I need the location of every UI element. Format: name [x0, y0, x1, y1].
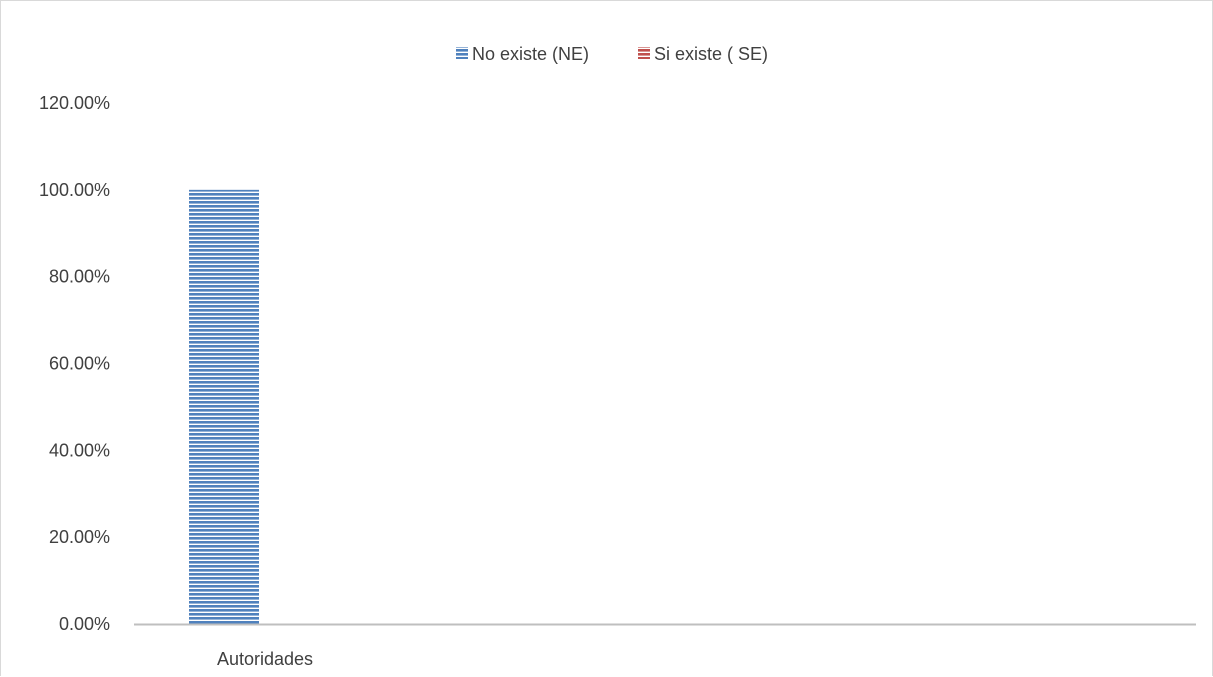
- y-tick-label: 60.00%: [49, 354, 110, 374]
- y-tick-label: 120.00%: [39, 93, 110, 113]
- bars: [189, 189, 259, 625]
- legend-swatch: [456, 47, 468, 59]
- bar-no-existe-ne--0: [189, 189, 259, 625]
- legend-label: Si existe ( SE): [654, 44, 768, 64]
- x-axis: Autoridades: [134, 623, 1196, 669]
- y-tick-label: 80.00%: [49, 267, 110, 287]
- y-axis: 0.00% 20.00% 40.00% 60.00% 80.00% 100.00% 120.…: [39, 93, 110, 634]
- y-tick-label: 20.00%: [49, 527, 110, 547]
- y-tick-label: 40.00%: [49, 440, 110, 460]
- legend: No existe (NE) Si existe ( SE): [456, 44, 768, 64]
- legend-swatch: [638, 47, 650, 59]
- y-tick-label: 100.00%: [39, 180, 110, 200]
- x-tick-label: Autoridades: [217, 649, 313, 669]
- legend-label: No existe (NE): [472, 44, 589, 64]
- y-tick-label: 0.00%: [59, 614, 110, 634]
